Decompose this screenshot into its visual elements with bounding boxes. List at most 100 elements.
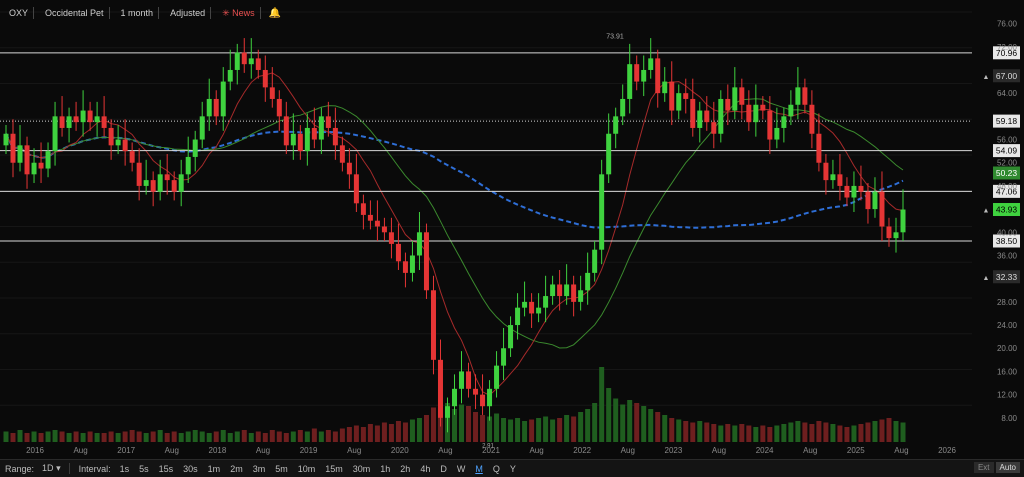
ma-tag-bg xyxy=(993,166,1020,180)
interval-W[interactable]: W xyxy=(456,463,466,474)
y-tick-label: 16.00 xyxy=(997,367,1018,376)
volume-bar xyxy=(718,425,724,442)
candle-body xyxy=(452,388,457,407)
adjusted-label[interactable]: Adjusted xyxy=(170,8,206,18)
candle-body xyxy=(297,133,303,152)
candle-body xyxy=(501,348,507,366)
news-toggle[interactable]: ✳ News xyxy=(219,8,258,19)
period-label[interactable]: 1 month xyxy=(120,8,154,18)
x-tick-label: 2018 xyxy=(209,446,227,455)
volume-bar xyxy=(87,431,93,442)
interval-Q[interactable]: Q xyxy=(492,463,500,474)
volume-bar xyxy=(522,421,528,442)
candle-body xyxy=(206,98,212,117)
candle-body xyxy=(515,307,521,326)
interval-M[interactable]: M xyxy=(475,463,483,474)
volume-bar xyxy=(332,431,338,442)
volume-bar xyxy=(466,406,472,442)
candle-body xyxy=(59,116,65,128)
symbol-label[interactable]: OXY xyxy=(9,8,29,18)
candle-body xyxy=(592,249,598,273)
volume-bar xyxy=(858,424,864,442)
interval-30s[interactable]: 30s xyxy=(183,463,198,474)
volume-bar xyxy=(788,422,794,442)
interval-5m[interactable]: 5m xyxy=(275,463,288,474)
volume-bar xyxy=(388,424,394,442)
interval-1m[interactable]: 1m xyxy=(207,463,221,474)
volume-bar xyxy=(704,422,710,442)
candle-body xyxy=(3,133,9,146)
interval-D[interactable]: D xyxy=(440,463,447,474)
candle-body xyxy=(599,174,605,250)
candle-body xyxy=(430,290,436,360)
news-icon: ✳ xyxy=(222,7,230,18)
interval-1s[interactable]: 1s xyxy=(119,463,130,474)
volume-bar xyxy=(276,431,282,442)
candle-body xyxy=(374,220,380,227)
volume-bar xyxy=(508,419,514,442)
price-tag: 43.93 xyxy=(996,205,1018,215)
candle-body xyxy=(255,58,261,70)
interval-15s[interactable]: 15s xyxy=(158,463,174,474)
volume-bar xyxy=(851,425,857,442)
range-dropdown[interactable]: 1D ▾ xyxy=(42,463,61,473)
volume-bar xyxy=(655,412,661,442)
candle-body xyxy=(480,394,486,407)
candle-body xyxy=(774,127,780,140)
ext-button[interactable]: Ext xyxy=(973,462,994,473)
ma-blue-line xyxy=(5,130,904,229)
company-name: Occidental Pet xyxy=(45,8,104,18)
price-tag: 54.09 xyxy=(996,146,1018,156)
x-tick-label: 2016 xyxy=(26,446,44,455)
candle-body xyxy=(248,58,254,65)
low-annotation: 2.91 xyxy=(482,443,494,449)
price-tag-bg xyxy=(993,69,1020,83)
candle-body xyxy=(73,116,79,123)
candle-body xyxy=(865,191,871,210)
volume-bar xyxy=(543,416,549,442)
candle-body xyxy=(767,110,773,140)
interval-4h[interactable]: 4h xyxy=(420,463,431,474)
volume-bar xyxy=(129,430,135,442)
x-tick-label: 2022 xyxy=(573,446,591,455)
time-axis: 2016 Aug 2017 Aug 2018 Aug 2019 Aug 2020 Aug 2021 A… xyxy=(26,446,956,455)
candle-body xyxy=(900,209,906,233)
volume-bar xyxy=(122,431,128,442)
volume-bar xyxy=(760,425,766,442)
interval-2h[interactable]: 2h xyxy=(400,463,411,474)
interval-Y[interactable]: Y xyxy=(509,463,516,474)
candle-body xyxy=(676,93,682,111)
interval-2m[interactable]: 2m xyxy=(230,463,243,474)
volume-bar xyxy=(402,422,408,442)
x-tick-label: Aug xyxy=(73,446,87,455)
interval-1h[interactable]: 1h xyxy=(380,463,391,474)
interval-5s[interactable]: 5s xyxy=(139,463,149,474)
candle-body xyxy=(171,180,177,192)
volume-bar xyxy=(480,415,486,442)
candle-body xyxy=(844,185,850,198)
price-tag-bg xyxy=(993,184,1020,198)
price-chart[interactable]: 70.96 67.00 ▲ 59.18 54.09 47.06 43.93 ▲ 38.50 32.… xyxy=(0,0,1024,459)
auto-button[interactable]: Auto xyxy=(995,462,1020,473)
volume-bar xyxy=(774,425,780,442)
volume-bars xyxy=(3,367,906,442)
volume-bar xyxy=(220,430,226,442)
interval-3m[interactable]: 3m xyxy=(252,463,266,474)
interval-30m[interactable]: 30m xyxy=(352,463,371,474)
volume-bar xyxy=(823,422,829,442)
x-tick-label: Aug xyxy=(165,446,179,455)
candle-body xyxy=(732,87,738,111)
price-annotations: 73.91 2.91 xyxy=(482,34,624,450)
candle-body xyxy=(416,232,422,256)
candlesticks xyxy=(3,38,906,433)
candle-body xyxy=(94,116,100,123)
volume-bar xyxy=(690,422,696,442)
candle-body xyxy=(367,214,373,221)
interval-10m[interactable]: 10m xyxy=(297,463,316,474)
x-tick-label: 2017 xyxy=(117,446,135,455)
candle-body xyxy=(234,52,240,70)
candle-body xyxy=(704,110,710,123)
volume-bar xyxy=(557,418,563,442)
interval-15m[interactable]: 15m xyxy=(325,463,343,474)
alert-bell-icon[interactable]: 🔔 xyxy=(268,7,282,19)
